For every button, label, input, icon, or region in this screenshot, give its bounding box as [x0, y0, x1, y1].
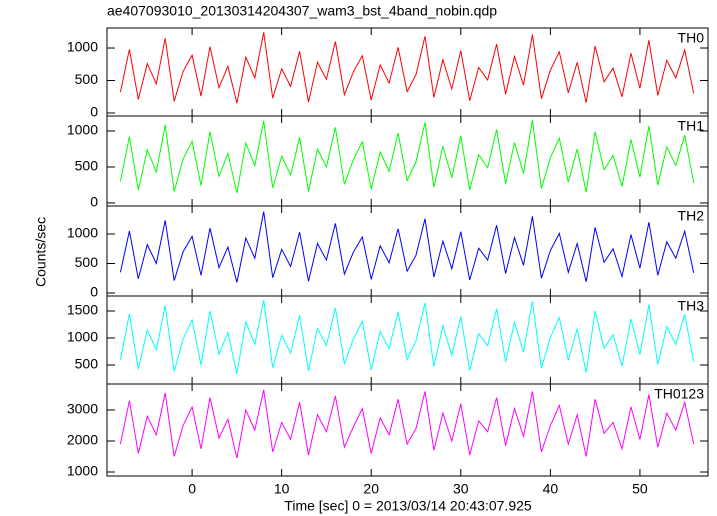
series-name: TH0123 — [654, 386, 704, 402]
x-tick-label: 0 — [188, 481, 196, 497]
y-tick-label: 0 — [90, 104, 98, 120]
series-name: TH3 — [678, 298, 705, 314]
x-tick-label: 20 — [363, 481, 379, 497]
x-tick-label: 40 — [543, 481, 559, 497]
x-tick-label: 10 — [274, 481, 290, 497]
series-name: TH0 — [678, 30, 705, 46]
panel-frame — [106, 383, 709, 477]
y-tick-label: 1500 — [67, 302, 98, 318]
series-line — [119, 211, 695, 283]
series-line — [119, 32, 695, 104]
y-tick-label: 1000 — [67, 329, 98, 345]
y-tick-label: 500 — [75, 71, 99, 87]
series-name: TH1 — [678, 118, 705, 134]
y-tick-label: 500 — [75, 254, 99, 270]
chart-title: ae407093010_20130314204307_wam3_bst_4ban… — [107, 3, 497, 19]
y-tick-label: 1000 — [67, 225, 98, 241]
series-name: TH2 — [678, 208, 705, 224]
y-tick-label: 500 — [75, 158, 99, 174]
series-line — [119, 389, 695, 459]
series-line — [119, 120, 695, 194]
x-axis-label: Time [sec] 0 = 2013/03/14 20:43:07.925 — [284, 498, 532, 514]
y-tick-label: 0 — [90, 194, 98, 210]
series-line — [119, 300, 695, 374]
y-axis-label: Counts/sec — [33, 217, 49, 287]
x-tick-label: 50 — [632, 481, 648, 497]
y-tick-label: 1000 — [67, 463, 98, 479]
y-tick-label: 1000 — [67, 39, 98, 55]
x-tick-label: 30 — [453, 481, 469, 497]
y-tick-label: 0 — [90, 284, 98, 300]
y-tick-label: 3000 — [67, 401, 98, 417]
y-tick-label: 2000 — [67, 432, 98, 448]
y-tick-label: 500 — [75, 356, 99, 372]
y-tick-label: 1000 — [67, 122, 98, 138]
